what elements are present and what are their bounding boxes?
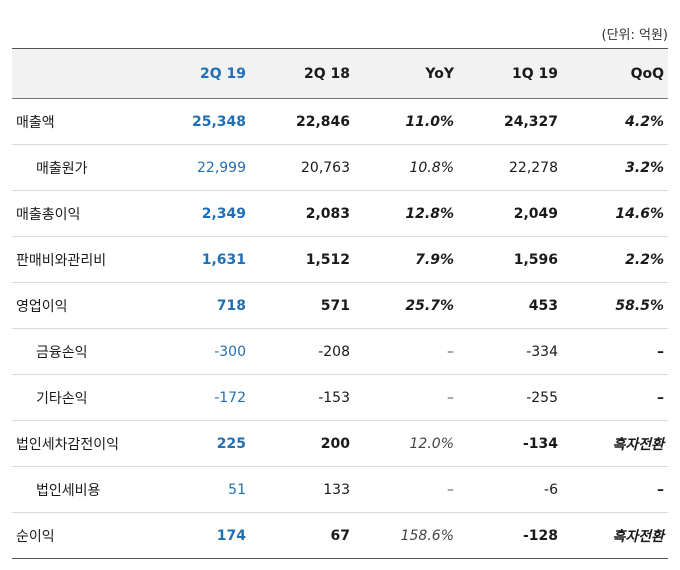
- cell-yoy: 25.7%: [405, 297, 454, 314]
- row-label: 순이익: [16, 528, 55, 545]
- cell-2q18: 1,512: [305, 251, 350, 268]
- cell-qoq: 58.5%: [615, 297, 664, 314]
- cell-yoy: 158.6%: [400, 527, 454, 544]
- cell-2q19: 2,349: [201, 205, 246, 222]
- header-qoq: QoQ: [630, 65, 664, 82]
- cell-qoq: 2.2%: [625, 251, 664, 268]
- header-1q19: 1Q 19: [512, 65, 558, 82]
- cell-1q19: 453: [528, 297, 558, 314]
- table-row: 법인세비용 51 133 – -6 –: [12, 467, 668, 513]
- cell-yoy: 10.8%: [409, 159, 454, 176]
- cell-2q18: 133: [323, 481, 350, 498]
- cell-yoy: 12.0%: [409, 435, 454, 452]
- cell-2q18: 22,846: [295, 113, 350, 130]
- cell-2q18: 67: [330, 527, 350, 544]
- cell-2q19: -172: [214, 389, 246, 406]
- row-label: 법인세차감전이익: [16, 436, 120, 453]
- cell-2q19: 718: [216, 297, 246, 314]
- cell-qoq: –: [657, 389, 664, 406]
- row-label: 매출원가: [36, 160, 88, 177]
- table-row: 금융손익 -300 -208 – -334 –: [12, 329, 668, 375]
- cell-2q19: 225: [216, 435, 246, 452]
- cell-yoy: –: [447, 343, 454, 360]
- row-label: 매출액: [16, 114, 55, 131]
- unit-label: (단위: 억원): [601, 28, 669, 43]
- cell-2q18: 2,083: [305, 205, 350, 222]
- cell-1q19: -6: [544, 481, 558, 498]
- table-row: 순이익 174 67 158.6% -128 흑자전환: [12, 513, 668, 559]
- table-row: 법인세차감전이익 225 200 12.0% -134 흑자전환: [12, 421, 668, 467]
- row-label: 영업이익: [16, 298, 68, 315]
- cell-1q19: -334: [526, 343, 558, 360]
- table-row: 기타손익 -172 -153 – -255 –: [12, 375, 668, 421]
- row-label: 법인세비용: [36, 482, 101, 499]
- cell-qoq: –: [657, 343, 664, 360]
- income-statement-table: 2Q 19 2Q 18 YoY 1Q 19 QoQ 매출액 25,348 22,…: [12, 48, 668, 559]
- cell-yoy: –: [447, 389, 454, 406]
- header-label: [12, 49, 162, 99]
- header-yoy: YoY: [425, 65, 454, 82]
- cell-qoq: 3.2%: [625, 159, 664, 176]
- cell-2q19: 51: [228, 481, 246, 498]
- table-row: 매출총이익 2,349 2,083 12.8% 2,049 14.6%: [12, 191, 668, 237]
- table-row: 판매비와관리비 1,631 1,512 7.9% 1,596 2.2%: [12, 237, 668, 283]
- cell-1q19: 24,327: [503, 113, 558, 130]
- cell-2q18: 20,763: [301, 159, 350, 176]
- cell-2q18: 571: [320, 297, 350, 314]
- cell-qoq: –: [657, 481, 664, 498]
- header-2q18: 2Q 18: [304, 65, 350, 82]
- row-label: 판매비와관리비: [16, 252, 107, 269]
- cell-qoq: 흑자전환: [612, 436, 664, 453]
- header-2q19: 2Q 19: [200, 65, 246, 82]
- cell-yoy: 7.9%: [415, 251, 454, 268]
- cell-qoq: 흑자전환: [612, 528, 664, 545]
- cell-2q19: 1,631: [201, 251, 246, 268]
- cell-yoy: 11.0%: [405, 113, 454, 130]
- cell-2q18: -153: [318, 389, 350, 406]
- cell-2q19: 22,999: [197, 159, 246, 176]
- cell-1q19: 1,596: [513, 251, 558, 268]
- cell-1q19: 22,278: [509, 159, 558, 176]
- cell-2q18: -208: [318, 343, 350, 360]
- table-row: 매출액 25,348 22,846 11.0% 24,327 4.2%: [12, 99, 668, 145]
- cell-1q19: -255: [526, 389, 558, 406]
- table-row: 매출원가 22,999 20,763 10.8% 22,278 3.2%: [12, 145, 668, 191]
- cell-1q19: -134: [522, 435, 558, 452]
- cell-2q19: 174: [216, 527, 246, 544]
- cell-1q19: -128: [522, 527, 558, 544]
- header-row: 2Q 19 2Q 18 YoY 1Q 19 QoQ: [12, 48, 668, 99]
- cell-yoy: –: [447, 481, 454, 498]
- table-row: 영업이익 718 571 25.7% 453 58.5%: [12, 283, 668, 329]
- cell-2q18: 200: [320, 435, 350, 452]
- cell-2q19: 25,348: [191, 113, 246, 130]
- row-label: 금융손익: [36, 344, 88, 361]
- row-label: 매출총이익: [16, 206, 81, 223]
- cell-qoq: 4.2%: [625, 113, 664, 130]
- cell-qoq: 14.6%: [615, 205, 664, 222]
- cell-2q19: -300: [214, 343, 246, 360]
- cell-yoy: 12.8%: [405, 205, 454, 222]
- row-label: 기타손익: [36, 390, 88, 407]
- cell-1q19: 2,049: [513, 205, 558, 222]
